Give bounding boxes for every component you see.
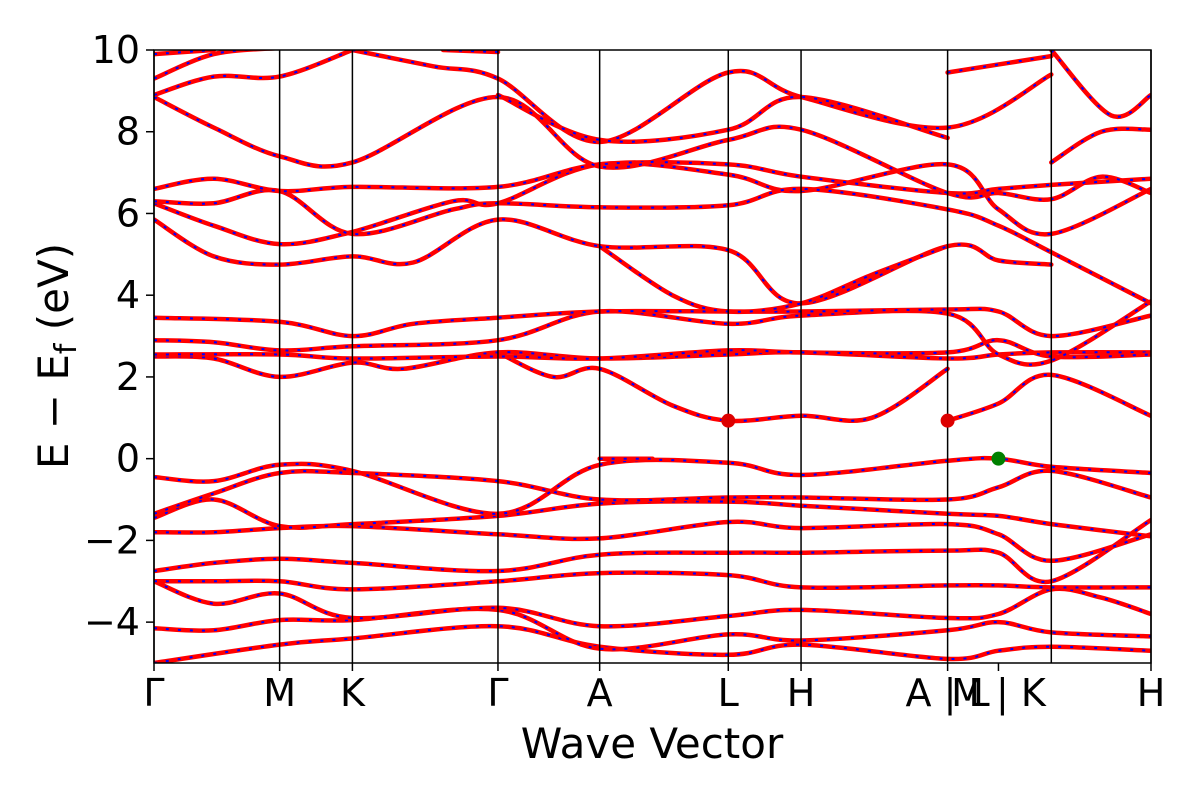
bands-layer [154,50,1151,663]
band-line-10 [495,350,950,424]
y-axis-title-main: E − E [29,354,78,469]
y-axis-title-sub: f [49,342,84,354]
band-line-overlay-17 [599,245,948,313]
band-line-21 [154,94,1151,203]
y-axis-title: E − Ef (eV) [29,243,84,469]
x-tick-label-6: H [787,671,816,715]
band-line-overlay-14 [154,300,1151,366]
plot-frame [153,49,1152,664]
band-line-overlay-21 [154,95,1151,201]
band-line-11 [945,372,1151,423]
y-tick-label-7: 10 [92,28,140,72]
band-line-25 [350,50,1054,145]
band-line-overlay-22 [154,50,353,96]
y-tick-label-2: 0 [116,437,140,481]
band-line-15 [154,306,1151,339]
band-line-overlay-5 [154,520,1151,562]
band-extremum-marker-1 [940,413,955,428]
y-tick-label-0: −4 [84,600,140,644]
x-tick-label-8: M | K [951,671,1047,716]
markers-layer [721,413,1006,466]
x-axis-title: Wave Vector [521,719,784,768]
x-tick-label-0: Γ [143,671,164,715]
x-tick-label-9: H [1137,671,1166,715]
band-line-overlay-29 [1050,127,1151,164]
band-line-2 [154,579,1151,629]
x-tick-label-1: M [263,671,296,715]
band-line-19 [154,186,1151,306]
band-line-17 [597,243,950,315]
x-tick-label-2: K [340,671,366,715]
band-line-overlay-23 [154,50,261,80]
band-line-29 [1049,126,1151,165]
y-tick-label-4: 4 [116,273,140,317]
band-line-overlay-10 [497,351,949,422]
band-line-overlay-28 [947,55,1052,74]
y-axis-title-unit: (eV) [29,243,78,344]
y-tick-label-1: −2 [84,518,140,562]
band-line-overlay-15 [154,307,1151,338]
band-line-28 [945,53,1054,75]
y-tick-label-6: 8 [116,110,140,154]
band-extremum-marker-2 [991,451,1006,466]
y-tick-label-5: 6 [116,191,140,235]
x-tick-label-5: L [718,671,739,715]
band-line-overlay-7 [154,469,1151,515]
band-line-16 [154,217,1054,306]
band-line-overlay-13 [154,339,1151,360]
band-extremum-marker-0 [721,413,736,428]
band-line-30 [1049,50,1151,120]
x-tick-label-3: Γ [487,671,508,715]
band-line-overlay-11 [947,373,1151,422]
band-line-overlay-0 [154,625,1151,663]
band-line-4 [154,517,1151,585]
band-line-3 [154,570,1151,592]
x-tick-label-7: A | L [906,671,990,716]
x-tick-label-4: A [587,671,613,715]
y-tick-label-3: 2 [116,355,140,399]
y-ticks-layer: −4 −2 0 2 4 6 8 10 [84,28,154,644]
band-line-7 [154,468,1151,517]
band-line-22 [154,50,355,98]
band-line-overlay-16 [154,218,1052,305]
